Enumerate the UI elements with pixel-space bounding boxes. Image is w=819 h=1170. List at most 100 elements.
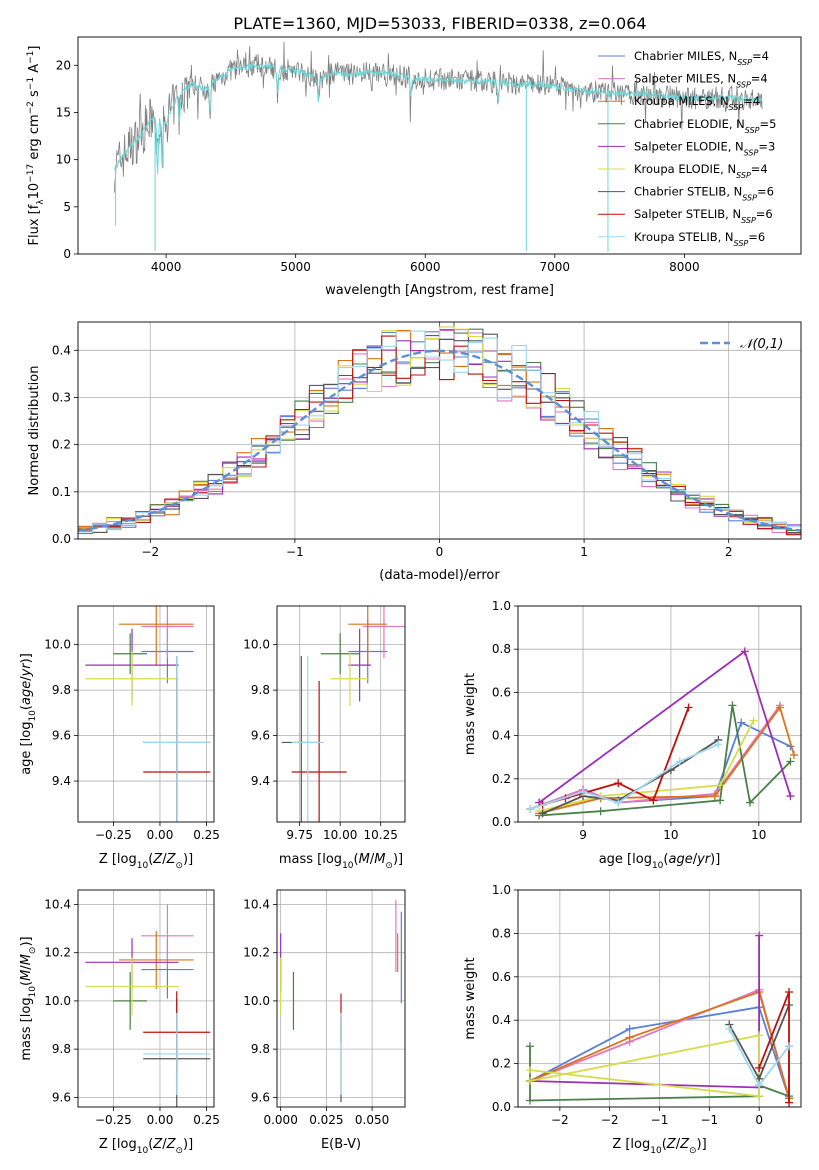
- y-tick-label: 0.0: [492, 1100, 511, 1114]
- weight-marker: [786, 792, 795, 801]
- legend-label: Salpeter STELIB, NSSP=6: [634, 207, 773, 225]
- y-axis-label: age [log10(age/yr)]: [19, 653, 38, 775]
- legend-label: Kroupa ELODIE, NSSP=4: [634, 162, 768, 180]
- y-tick-label: 0.3: [52, 390, 71, 404]
- y-axis-label: mass weight: [463, 957, 478, 1039]
- x-tick-label: 8000: [669, 260, 700, 274]
- weight-marker: [725, 1024, 734, 1033]
- legend-label: Chabrier STELIB, NSSP=6: [634, 185, 774, 203]
- y-tick-label: 10.0: [44, 994, 71, 1008]
- y-tick-label: 9.4: [52, 774, 71, 788]
- weight-marker: [755, 1063, 764, 1072]
- weight-marker: [785, 987, 794, 996]
- y-tick-label: 9.8: [52, 683, 71, 697]
- y-tick-label: 9.6: [52, 1090, 71, 1104]
- y-tick-label: 0: [63, 247, 71, 261]
- y-tick-label: 9.6: [52, 729, 71, 743]
- x-tick-label: −1: [651, 1113, 669, 1127]
- y-tick-label: 0.4: [492, 729, 511, 743]
- x-tick-label: 9: [579, 828, 587, 842]
- weight-marker: [525, 1042, 534, 1051]
- weight-marker: [538, 809, 547, 818]
- y-tick-label: 0.6: [492, 685, 511, 699]
- spectrum-model-line: [113, 62, 763, 175]
- weight-marker: [525, 1076, 534, 1085]
- x-tick-label: 6000: [410, 260, 441, 274]
- x-tick-label: 9.75: [286, 828, 313, 842]
- axes-residuals: −2 −1 0 1 2 0.0 0.1 0.2 0.3 0.4 𝒩(0,1) (data-model)…: [27, 321, 802, 583]
- weight-marker: [755, 931, 764, 940]
- y-tick-label: 0.2: [492, 1057, 511, 1071]
- x-tick-label: 0.00: [147, 1113, 174, 1127]
- x-tick-label: −2: [141, 545, 159, 559]
- y-tick-label: 10.2: [243, 946, 270, 960]
- legend-label: Chabrier MILES, NSSP=4: [634, 49, 769, 67]
- y-tick-label: 10.0: [243, 638, 270, 652]
- weight-marker: [710, 792, 719, 801]
- weight-marker: [755, 1081, 764, 1090]
- weight-marker: [786, 757, 795, 766]
- plot-area-age_vs_mass: [281, 606, 405, 822]
- legend-label: 𝒩(0,1): [740, 337, 783, 352]
- x-axis-label: Z [log10(Z/Z⊙)]: [612, 1137, 706, 1156]
- x-tick-label: 7000: [540, 260, 571, 274]
- weight-marker: [625, 1033, 634, 1042]
- y-tick-label: 20: [56, 58, 71, 72]
- weight-marker: [755, 1031, 764, 1040]
- weight-marker: [675, 757, 684, 766]
- x-axis-label: Z [log10(Z/Z⊙)]: [99, 852, 193, 871]
- y-tick-label: 0.4: [52, 343, 71, 357]
- gaussian-curve: [78, 349, 801, 532]
- x-tick-label: −1: [700, 1113, 718, 1127]
- weight-marker: [785, 1042, 794, 1051]
- weight-marker: [526, 805, 535, 814]
- axes-frame: [276, 889, 406, 1108]
- weight-marker: [684, 703, 693, 712]
- legend-label: Salpeter MILES, NSSP=4: [634, 72, 768, 90]
- y-tick-label: 10.0: [44, 638, 71, 652]
- x-tick-label: 0.25: [193, 828, 220, 842]
- weight-line: [529, 1006, 790, 1099]
- plot-area-age_vs_Z: [85, 606, 211, 822]
- x-axis-label: Z [log10(Z/Z⊙)]: [99, 1137, 193, 1156]
- y-tick-label: 10.4: [243, 897, 270, 911]
- x-tick-label: −0.25: [95, 828, 132, 842]
- weight-marker: [716, 796, 725, 805]
- x-tick-label: −0.25: [95, 1113, 132, 1127]
- x-tick-label: 10.25: [364, 828, 398, 842]
- axes-frame: [276, 605, 406, 823]
- weight-line: [539, 705, 792, 817]
- y-tick-label: 0.4: [492, 1013, 511, 1027]
- x-tick-label: 10: [663, 828, 678, 842]
- y-tick-label: 0.0: [492, 815, 511, 829]
- y-tick-label: 0.2: [52, 438, 71, 452]
- weight-marker: [737, 718, 746, 727]
- y-tick-label: 10.4: [44, 897, 71, 911]
- weight-marker: [614, 798, 623, 807]
- weight-marker: [775, 703, 784, 712]
- x-tick-label: 4000: [151, 260, 182, 274]
- weight-marker: [789, 751, 798, 760]
- axes-mass_vs_Z: −0.25 0.00 0.25 9.6 9.8 10.0 10.2 10.4 Z [log10(…: [19, 889, 220, 1156]
- x-axis-label: wavelength [Angstrom, rest frame]: [325, 283, 554, 298]
- plot-area-mass_vs_ebv: [280, 899, 402, 1103]
- axes-frame: [77, 605, 215, 823]
- y-tick-label: 0.1: [52, 485, 71, 499]
- weight-line: [529, 990, 790, 1099]
- axes-frame: [517, 605, 802, 823]
- x-tick-label: 5000: [280, 260, 311, 274]
- axes-age_vs_mass: 9.75 10.00 10.25 9.4 9.6 9.8 10.0 mass [log10(M…: [243, 605, 406, 871]
- axes-mass_vs_ebv: 0.000 0.025 0.050 9.6 9.8 10.0 10.2 10.4 E(B-V): [243, 889, 406, 1152]
- axes-weight_vs_Z: −2 −2 −1 −1 0 0.0 0.2 0.4 0.6 0.8 1.0 Z [log10(Z/Z⊙…: [463, 883, 802, 1156]
- x-axis-label: E(B-V): [321, 1137, 361, 1152]
- y-tick-label: 0.8: [492, 926, 511, 940]
- plot-area-residuals: [78, 322, 801, 536]
- plot-area-weight_vs_age: [526, 647, 798, 820]
- plot-area-weight_vs_Z: [525, 931, 794, 1107]
- y-tick-label: 10.2: [44, 946, 71, 960]
- x-axis-label: mass [log10(M/M⊙)]: [279, 852, 403, 871]
- axes-age_vs_Z: −0.25 0.00 0.25 9.4 9.6 9.8 10.0 Z [log10(Z/Z⊙)…: [19, 605, 220, 871]
- weight-marker: [614, 779, 623, 788]
- x-tick-label: 10: [751, 828, 766, 842]
- axes-frame: [77, 889, 215, 1108]
